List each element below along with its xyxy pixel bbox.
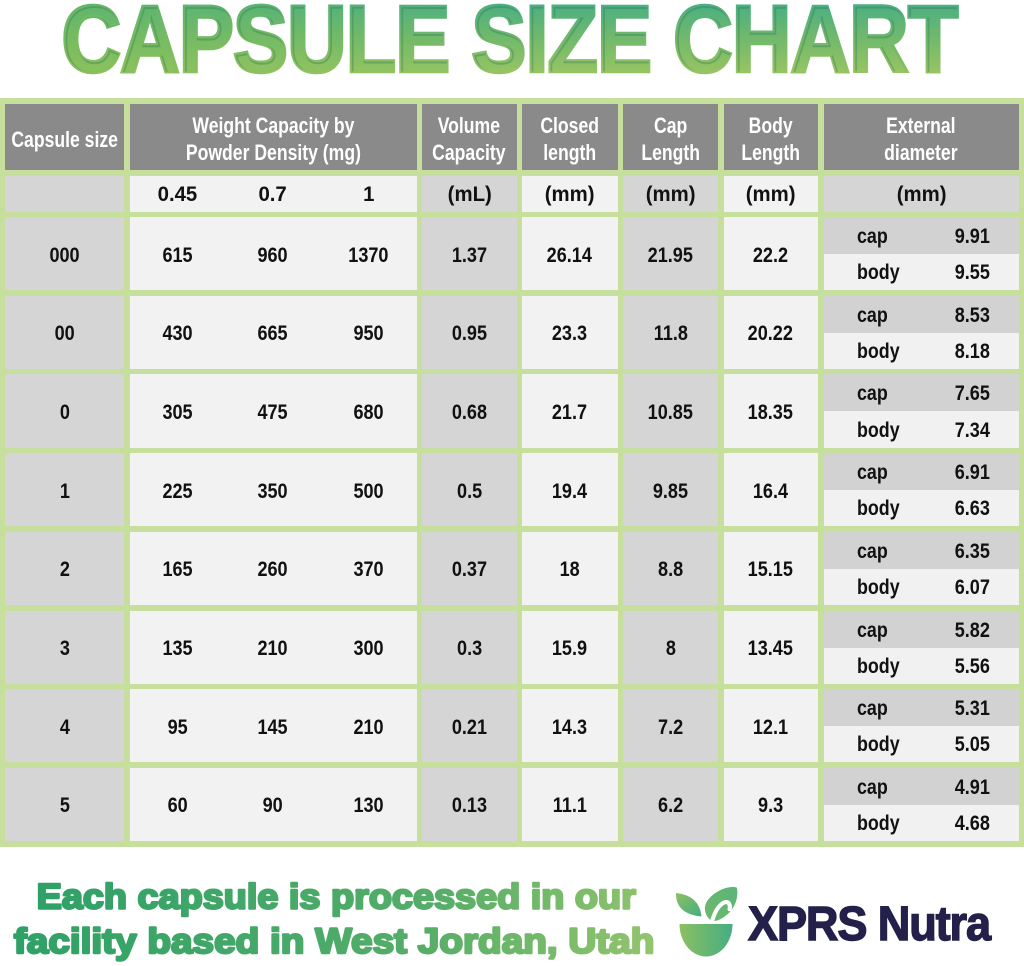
svg-text:Each capsule is processed in o: Each capsule is processed in our xyxy=(37,877,636,916)
svg-text:CAPSULE SIZE CHART: CAPSULE SIZE CHART xyxy=(62,0,959,92)
svg-text:CAPSULE SIZE CHART: CAPSULE SIZE CHART xyxy=(62,0,959,92)
svg-text:CAPSULE SIZE CHART: CAPSULE SIZE CHART xyxy=(63,0,960,93)
svg-text:facility based in West Jordan,: facility based in West Jordan, Utah xyxy=(14,922,655,961)
